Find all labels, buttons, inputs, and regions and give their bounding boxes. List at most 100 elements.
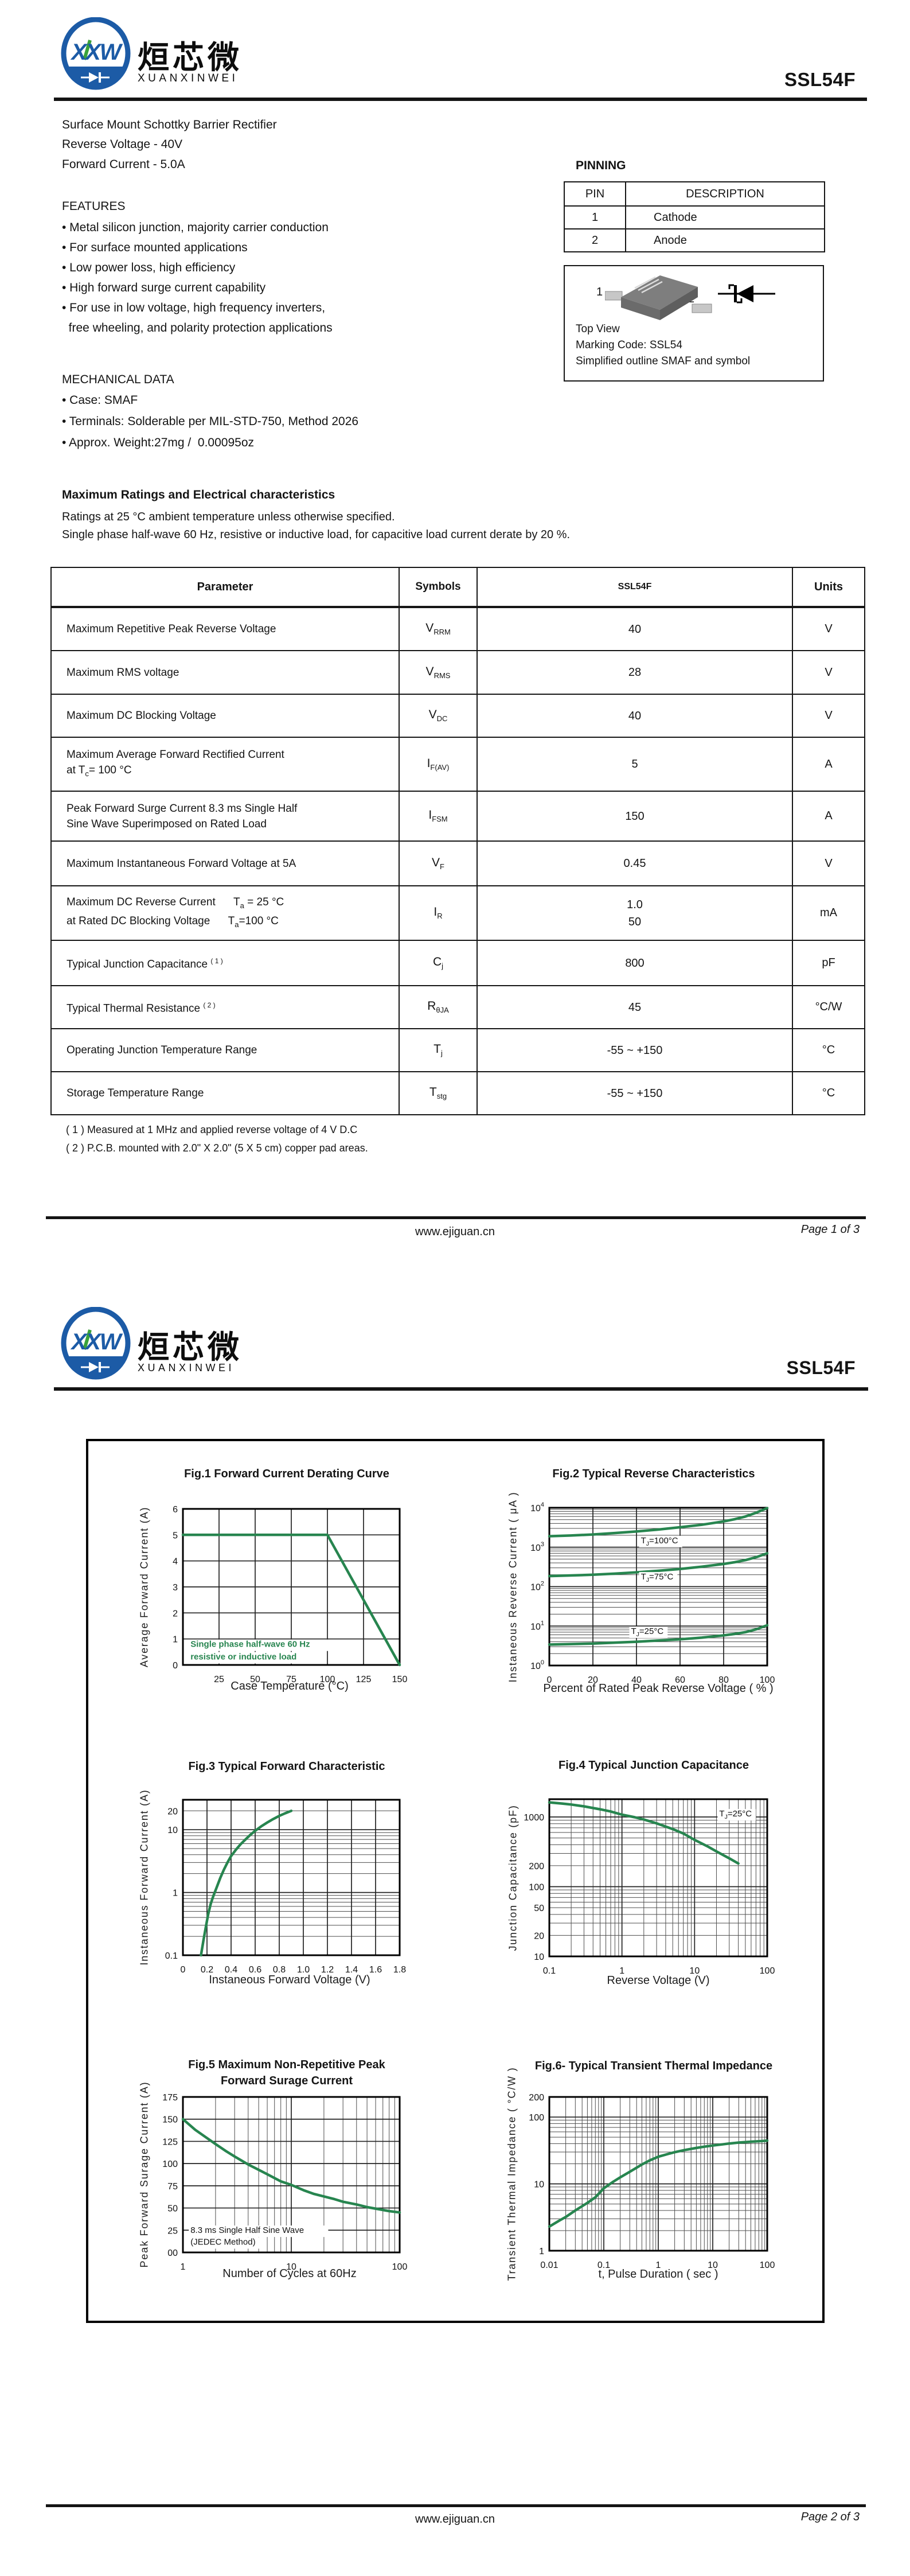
mechanical-item: • Case: SMAF bbox=[62, 394, 138, 407]
table-row: Maximum Instantaneous Forward Voltage at… bbox=[50, 840, 865, 886]
feature-item: • Low power loss, high efficiency bbox=[62, 261, 236, 274]
y-tick-label: 50 bbox=[534, 1904, 544, 1913]
fig3-chart: 0.1 1 10 20 0 0.2 0.4 0.6 0.8 1.0 1.2 1.4 1.6 1.8 bbox=[165, 1799, 406, 1975]
y-tick-label: 0.1 bbox=[165, 1951, 178, 1961]
feature-item: • For use in low voltage, high frequency… bbox=[62, 301, 326, 314]
fig3-series bbox=[200, 1810, 293, 1957]
y-tick-label: 10 bbox=[534, 1952, 544, 1962]
ratings-header-cell: Parameter bbox=[50, 567, 400, 608]
table-row: Maximum Average Forward Rectified Curren… bbox=[50, 737, 865, 792]
part-number-header: SSL54F bbox=[784, 69, 856, 90]
y-tick-label: 00 bbox=[167, 2248, 178, 2258]
x-tick-label: 100 bbox=[760, 1675, 775, 1685]
value-cell: 5 bbox=[477, 737, 793, 792]
pin-number: 2 bbox=[564, 228, 626, 252]
fig2-series bbox=[548, 1552, 769, 1578]
logo-icon: XXW bbox=[61, 17, 131, 90]
ratings-header-row: Parameter Symbols SSL54F Units bbox=[50, 567, 865, 608]
x-tick-label: 50 bbox=[250, 1675, 260, 1684]
x-tick-label: 80 bbox=[718, 1675, 729, 1685]
x-tick-label: 150 bbox=[392, 1675, 408, 1684]
x-tick-label: 40 bbox=[631, 1675, 642, 1685]
symbol-cell: RθJA bbox=[399, 985, 478, 1029]
schottky-diode-symbol-icon bbox=[718, 284, 775, 303]
mechanical-item: • Approx. Weight:27mg / 0.00095oz bbox=[62, 436, 255, 449]
ratings-note-2: Single phase half-wave 60 Hz, resistive … bbox=[62, 528, 571, 541]
ratings-table: Parameter Symbols SSL54F Units Maximum Repet… bbox=[50, 567, 865, 1115]
figures-border-box bbox=[86, 1439, 825, 2323]
parameter-cell: Typical Thermal Resistance ( 2 ) bbox=[50, 985, 400, 1029]
unit-cell: V bbox=[792, 606, 865, 651]
symbol-cell: IR bbox=[399, 885, 478, 941]
y-tick-label: 200 bbox=[529, 1862, 544, 1871]
x-tick-label: 75 bbox=[286, 1675, 296, 1684]
package-pin1-label: 1 bbox=[596, 286, 603, 298]
reverse-voltage-line: Reverse Voltage - 40V bbox=[62, 138, 183, 151]
package-note-line: Simplified outline SMAF and symbol bbox=[576, 355, 751, 367]
x-tick-label: 20 bbox=[588, 1675, 598, 1685]
y-tick-label: 200 bbox=[529, 2093, 544, 2103]
ratings-note-1: Ratings at 25 °C ambient temperature unl… bbox=[62, 511, 395, 523]
x-tick-label: 0.01 bbox=[540, 2260, 558, 2270]
unit-cell: °C/W bbox=[792, 985, 865, 1029]
x-tick-label: 100 bbox=[320, 1675, 335, 1684]
y-tick-label: 10 bbox=[167, 1826, 178, 1835]
y-tick-label: 1 bbox=[173, 1889, 178, 1898]
y-tick-label: 104 bbox=[530, 1502, 544, 1513]
header-rule bbox=[54, 1387, 868, 1391]
ratings-header-cell: SSL54F bbox=[477, 567, 793, 608]
fig2-xlabel: Percent of Rated Peak Reverse Voltage ( … bbox=[543, 1682, 774, 1695]
package-note-line: Top View bbox=[576, 323, 620, 335]
logo-mark-text: XXW bbox=[70, 1329, 123, 1355]
fig1-annotation: resistive or inductive load bbox=[190, 1652, 296, 1661]
y-tick-label: 20 bbox=[167, 1807, 178, 1816]
fig2-series bbox=[548, 1507, 769, 1538]
fig2-annotation: TJ=75°C bbox=[641, 1572, 674, 1583]
footnote-2: ( 2 ) P.C.B. mounted with 2.0" X 2.0" (5… bbox=[66, 1142, 368, 1154]
x-tick-label: 0.6 bbox=[249, 1965, 261, 1975]
footer-url[interactable]: www.ejiguan.cn bbox=[415, 1225, 495, 1238]
x-tick-label: 0 bbox=[181, 1965, 186, 1975]
y-tick-label: 75 bbox=[167, 2182, 178, 2192]
pinning-row: 1 Cathode bbox=[564, 205, 825, 229]
mechanical-title: MECHANICAL DATA bbox=[62, 373, 174, 386]
parameter-cell: Operating Junction Temperature Range bbox=[50, 1028, 400, 1072]
fig2-series bbox=[548, 1624, 769, 1646]
fig5-annotation: 8.3 ms Single Half Sine Wave bbox=[190, 2225, 304, 2235]
y-tick-label: 100 bbox=[529, 1883, 544, 1893]
package-outline-box bbox=[564, 265, 824, 382]
parameter-cell: Maximum RMS voltage bbox=[50, 650, 400, 695]
pin-number: 1 bbox=[564, 205, 626, 229]
parameter-cell: Peak Forward Surge Current 8.3 ms Single… bbox=[50, 791, 400, 842]
smaf-package-drawing bbox=[605, 275, 712, 320]
footer-url[interactable]: www.ejiguan.cn bbox=[415, 2513, 495, 2526]
pin-description: Anode bbox=[625, 228, 825, 252]
fig4-annotation: TJ=25°C bbox=[719, 1809, 752, 1820]
header-rule bbox=[54, 98, 867, 101]
x-tick-label: 0.2 bbox=[201, 1965, 213, 1975]
x-tick-label: 1.8 bbox=[393, 1965, 406, 1975]
symbol-cell: VDC bbox=[399, 694, 478, 738]
logo-icon: XXW bbox=[61, 1306, 131, 1380]
unit-cell: °C bbox=[792, 1071, 865, 1115]
unit-cell: V bbox=[792, 650, 865, 695]
table-row: Typical Junction Capacitance ( 1 ) Cj 800 p… bbox=[50, 940, 865, 986]
fig6-chart: 1 10 100 200 0.01 0.1 1 10 100 bbox=[529, 2093, 775, 2270]
pin-header: PIN bbox=[564, 181, 626, 207]
feature-item: • Metal silicon junction, majority carri… bbox=[62, 221, 329, 234]
parameter-cell: Maximum Average Forward Rectified Curren… bbox=[50, 737, 400, 792]
ratings-header-cell: Symbols bbox=[399, 567, 478, 608]
x-tick-label: 0.8 bbox=[273, 1965, 286, 1975]
x-tick-label: 10 bbox=[286, 2262, 296, 2272]
x-tick-label: 10 bbox=[689, 1966, 700, 1976]
y-tick-label: 5 bbox=[173, 1531, 178, 1540]
symbol-cell: VF bbox=[399, 840, 478, 886]
unit-cell: pF bbox=[792, 940, 865, 986]
footer-rule bbox=[46, 1216, 866, 1219]
fig1-annotation: Single phase half-wave 60 Hz bbox=[190, 1640, 310, 1649]
parameter-cell: Typical Junction Capacitance ( 1 ) bbox=[50, 940, 400, 986]
y-tick-label: 1 bbox=[539, 2247, 544, 2256]
parameter-cell: Storage Temperature Range bbox=[50, 1071, 400, 1115]
unit-cell: mA bbox=[792, 885, 865, 941]
fig6-xlabel: t, Pulse Duration ( sec ) bbox=[598, 2268, 718, 2281]
